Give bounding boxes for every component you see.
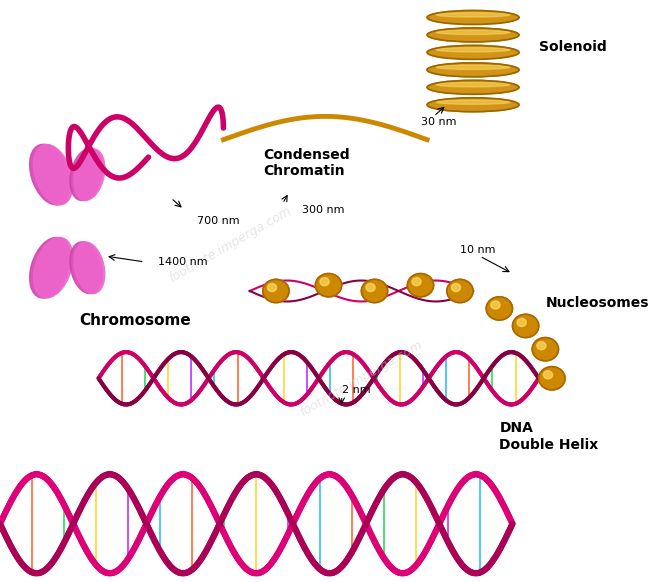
Text: 2 nm: 2 nm [341, 385, 370, 395]
Circle shape [491, 301, 500, 309]
Ellipse shape [70, 242, 101, 293]
Circle shape [487, 297, 513, 320]
Text: Nucleosomes: Nucleosomes [546, 296, 649, 310]
Ellipse shape [436, 100, 510, 104]
Circle shape [517, 318, 526, 327]
Ellipse shape [34, 144, 73, 205]
Circle shape [532, 338, 558, 361]
Text: Solenoid: Solenoid [539, 40, 607, 54]
Text: DNA
Double Helix: DNA Double Helix [499, 421, 599, 452]
Ellipse shape [30, 144, 69, 205]
Circle shape [412, 278, 421, 286]
Text: footnote.imperga.com: footnote.imperga.com [298, 338, 425, 418]
Ellipse shape [436, 30, 510, 34]
Circle shape [263, 279, 289, 303]
Ellipse shape [427, 63, 519, 77]
Ellipse shape [427, 80, 519, 94]
Circle shape [544, 371, 552, 379]
Ellipse shape [427, 10, 519, 24]
Ellipse shape [427, 28, 519, 42]
Ellipse shape [70, 149, 101, 200]
Circle shape [539, 367, 565, 390]
Ellipse shape [30, 237, 69, 298]
Text: 10 nm: 10 nm [460, 245, 495, 255]
Ellipse shape [436, 83, 510, 87]
Ellipse shape [427, 45, 519, 59]
Circle shape [320, 278, 329, 286]
Circle shape [537, 342, 546, 350]
Circle shape [407, 274, 433, 297]
Text: 1400 nm: 1400 nm [158, 257, 208, 267]
Ellipse shape [436, 13, 510, 17]
Text: Chromosome: Chromosome [79, 313, 191, 328]
Ellipse shape [427, 98, 519, 112]
Circle shape [315, 274, 341, 297]
Text: Condensed
Chromatin: Condensed Chromatin [263, 148, 349, 178]
Ellipse shape [34, 237, 73, 298]
Circle shape [513, 314, 539, 338]
Circle shape [447, 279, 473, 303]
Ellipse shape [32, 144, 71, 205]
Ellipse shape [72, 149, 103, 200]
Text: 300 nm: 300 nm [302, 204, 345, 215]
Circle shape [452, 283, 460, 292]
Text: 30 nm: 30 nm [421, 117, 456, 127]
Ellipse shape [74, 242, 105, 293]
Text: footnote.imperga.com: footnote.imperga.com [167, 204, 294, 285]
Circle shape [366, 283, 375, 292]
Circle shape [362, 279, 388, 303]
Text: 700 nm: 700 nm [197, 216, 240, 226]
Ellipse shape [436, 65, 510, 69]
Ellipse shape [436, 48, 510, 52]
Ellipse shape [72, 242, 103, 293]
Ellipse shape [74, 149, 105, 200]
Ellipse shape [32, 237, 71, 298]
Circle shape [267, 283, 277, 292]
